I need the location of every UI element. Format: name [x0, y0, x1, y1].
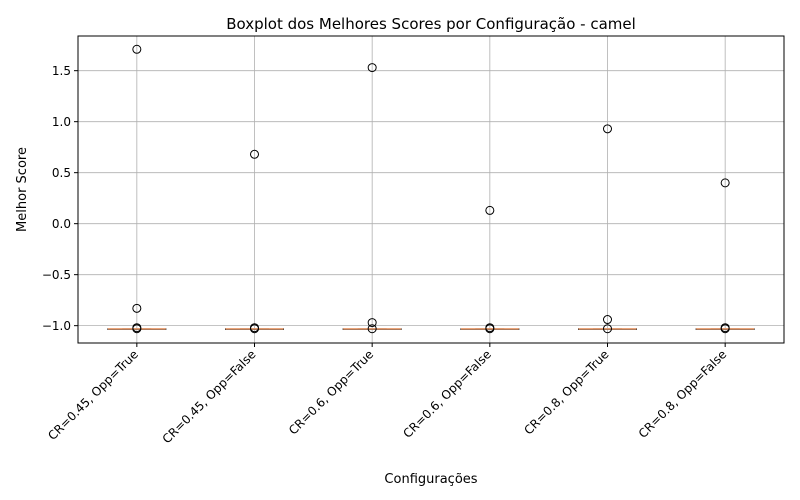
grid-layer: [78, 36, 784, 343]
chart-title: Boxplot dos Melhores Scores por Configur…: [226, 15, 636, 33]
outlier-point: [485, 205, 495, 215]
y-tick-label: 0.5: [52, 166, 71, 180]
outlier-point: [485, 324, 495, 334]
outlier-point: [367, 63, 377, 73]
outlier-point: [132, 303, 142, 313]
outlier-point: [367, 318, 377, 328]
outlier-point: [367, 324, 377, 334]
outlier-point: [603, 324, 612, 334]
box-layer: [107, 328, 755, 330]
outlier-point: [132, 324, 142, 334]
x-axis-label: Configurações: [384, 472, 477, 487]
y-axis-label: Melhor Score: [15, 147, 30, 232]
y-tick-label: 0.0: [52, 217, 71, 231]
y-tick-label: 1.5: [52, 64, 71, 78]
y-tick-label: −0.5: [42, 268, 71, 282]
outlier-point: [250, 149, 259, 159]
outlier-point: [603, 315, 612, 325]
outlier-point: [132, 44, 142, 54]
y-axis-ticks: −1.0 −0.5 0.0 0.5 1.0 1.5: [42, 64, 78, 333]
outlier-point: [603, 124, 612, 134]
plot-frame: [77, 35, 785, 344]
y-tick-label: 1.0: [52, 115, 71, 129]
outlier-point: [720, 324, 730, 334]
outlier-point: [720, 178, 730, 188]
outlier-layer: [132, 44, 730, 334]
outlier-point: [250, 324, 259, 334]
y-tick-label: −1.0: [42, 319, 71, 333]
